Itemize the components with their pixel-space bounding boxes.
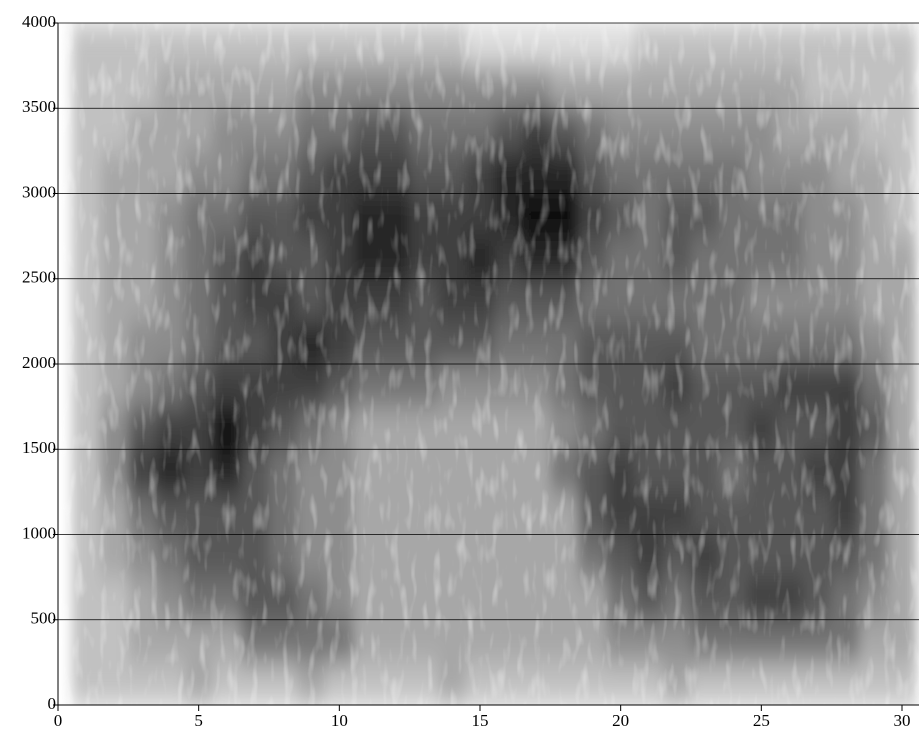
x-tick-label: 0 bbox=[54, 711, 63, 730]
y-tick-label: 1000 bbox=[22, 523, 56, 542]
x-tick-label: 15 bbox=[472, 711, 489, 730]
y-tick-label: 2500 bbox=[22, 268, 56, 287]
y-tick-label: 3500 bbox=[22, 97, 56, 116]
y-tick-label: 2000 bbox=[22, 353, 56, 372]
heatmap-area bbox=[72, 23, 917, 705]
x-tick-label: 10 bbox=[331, 711, 348, 730]
y-tick-label: 4000 bbox=[22, 12, 56, 31]
x-tick-label: 20 bbox=[612, 711, 629, 730]
y-tick-label: 1500 bbox=[22, 438, 56, 457]
x-tick-label: 25 bbox=[753, 711, 770, 730]
x-tick-label: 30 bbox=[894, 711, 911, 730]
y-tick-label: 3000 bbox=[22, 182, 56, 201]
axes: 0 500 1000 1500 2000 2500 3000 3500 4000 0 5 10 15 20… bbox=[22, 12, 919, 730]
y-tick-label: 0 bbox=[48, 694, 57, 713]
y-tick-label: 500 bbox=[31, 609, 57, 628]
x-tick-label: 5 bbox=[194, 711, 203, 730]
